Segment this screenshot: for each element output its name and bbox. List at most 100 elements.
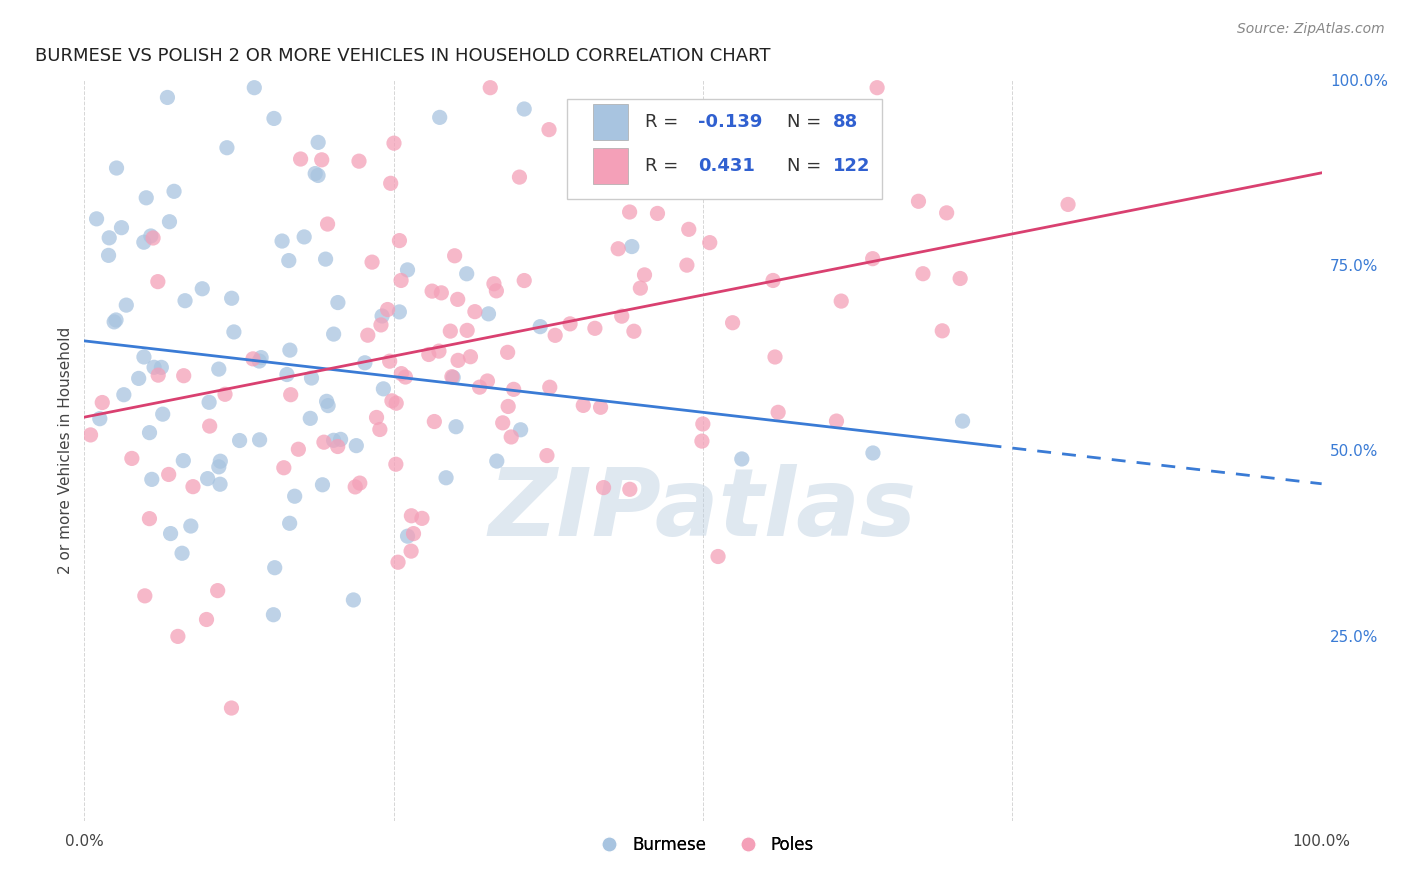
Point xyxy=(509,423,531,437)
Point xyxy=(110,220,132,235)
Point xyxy=(714,145,737,160)
Point xyxy=(401,508,423,523)
Text: N =: N = xyxy=(787,157,827,175)
Point xyxy=(371,309,394,323)
Point xyxy=(263,560,285,574)
Point xyxy=(249,433,271,447)
Point xyxy=(399,544,422,558)
Point xyxy=(163,184,186,198)
Point xyxy=(344,439,367,453)
Point xyxy=(148,368,170,383)
Point xyxy=(299,411,322,425)
Point xyxy=(572,398,595,412)
Point xyxy=(1057,197,1080,211)
Point xyxy=(368,422,391,436)
Point xyxy=(388,234,411,248)
Bar xyxy=(593,148,627,184)
Point xyxy=(402,526,425,541)
Point xyxy=(456,323,478,337)
Point xyxy=(832,133,855,147)
Point xyxy=(619,205,641,219)
Point xyxy=(931,324,953,338)
Point xyxy=(247,354,270,368)
Point xyxy=(949,271,972,285)
Point xyxy=(709,106,731,120)
Point xyxy=(271,234,294,248)
Point xyxy=(316,399,339,413)
Point xyxy=(98,231,121,245)
Point xyxy=(128,371,150,385)
Point xyxy=(423,415,446,429)
Point xyxy=(312,435,335,450)
Point xyxy=(138,425,160,440)
Point xyxy=(496,345,519,359)
Point xyxy=(620,239,643,253)
Point xyxy=(278,343,301,358)
Point xyxy=(262,607,284,622)
Point xyxy=(387,555,409,569)
Point xyxy=(138,511,160,525)
Point xyxy=(447,293,470,307)
Point xyxy=(907,194,929,209)
Point xyxy=(322,327,344,342)
Point xyxy=(146,275,169,289)
Point xyxy=(439,324,461,338)
Point xyxy=(443,249,465,263)
FancyBboxPatch shape xyxy=(567,99,883,199)
Point xyxy=(862,446,884,460)
Point xyxy=(170,546,193,560)
Point xyxy=(485,284,508,298)
Text: BURMESE VS POLISH 2 OR MORE VEHICLES IN HOUSEHOLD CORRELATION CHART: BURMESE VS POLISH 2 OR MORE VEHICLES IN … xyxy=(35,47,770,65)
Point xyxy=(952,414,974,428)
Point xyxy=(243,80,266,95)
Point xyxy=(159,526,181,541)
Point xyxy=(315,394,337,409)
Point xyxy=(862,252,884,266)
Point xyxy=(762,273,785,287)
Point xyxy=(427,344,450,359)
Point xyxy=(79,428,101,442)
Point xyxy=(141,472,163,486)
Point xyxy=(304,167,326,181)
Point xyxy=(492,416,515,430)
Point xyxy=(529,319,551,334)
Point xyxy=(678,222,700,236)
Point xyxy=(385,396,408,410)
Point xyxy=(583,321,606,335)
Point xyxy=(496,400,519,414)
Point xyxy=(935,206,957,220)
Text: Source: ZipAtlas.com: Source: ZipAtlas.com xyxy=(1237,22,1385,37)
Text: 88: 88 xyxy=(832,112,858,131)
Point xyxy=(103,315,125,329)
Point xyxy=(357,328,380,343)
Point xyxy=(707,549,730,564)
Text: 122: 122 xyxy=(832,157,870,175)
Point xyxy=(830,294,852,309)
Point xyxy=(344,480,367,494)
Point xyxy=(468,380,491,394)
Point xyxy=(389,273,412,287)
Point xyxy=(382,136,405,151)
Point xyxy=(766,405,789,419)
Point xyxy=(911,267,934,281)
Point xyxy=(513,102,536,116)
Text: -0.139: -0.139 xyxy=(697,112,762,131)
Point xyxy=(381,393,404,408)
Point xyxy=(479,80,502,95)
Point xyxy=(134,589,156,603)
Point xyxy=(287,442,309,457)
Point xyxy=(150,360,173,375)
Point xyxy=(380,177,402,191)
Point xyxy=(135,191,157,205)
Point xyxy=(378,354,401,368)
Point xyxy=(139,229,162,244)
Point xyxy=(377,302,399,317)
Point xyxy=(429,111,451,125)
Point xyxy=(347,154,370,169)
Point xyxy=(157,467,180,482)
Point xyxy=(430,285,453,300)
Point xyxy=(676,258,699,272)
Point xyxy=(307,136,329,150)
Point xyxy=(197,472,219,486)
Point xyxy=(361,255,384,269)
